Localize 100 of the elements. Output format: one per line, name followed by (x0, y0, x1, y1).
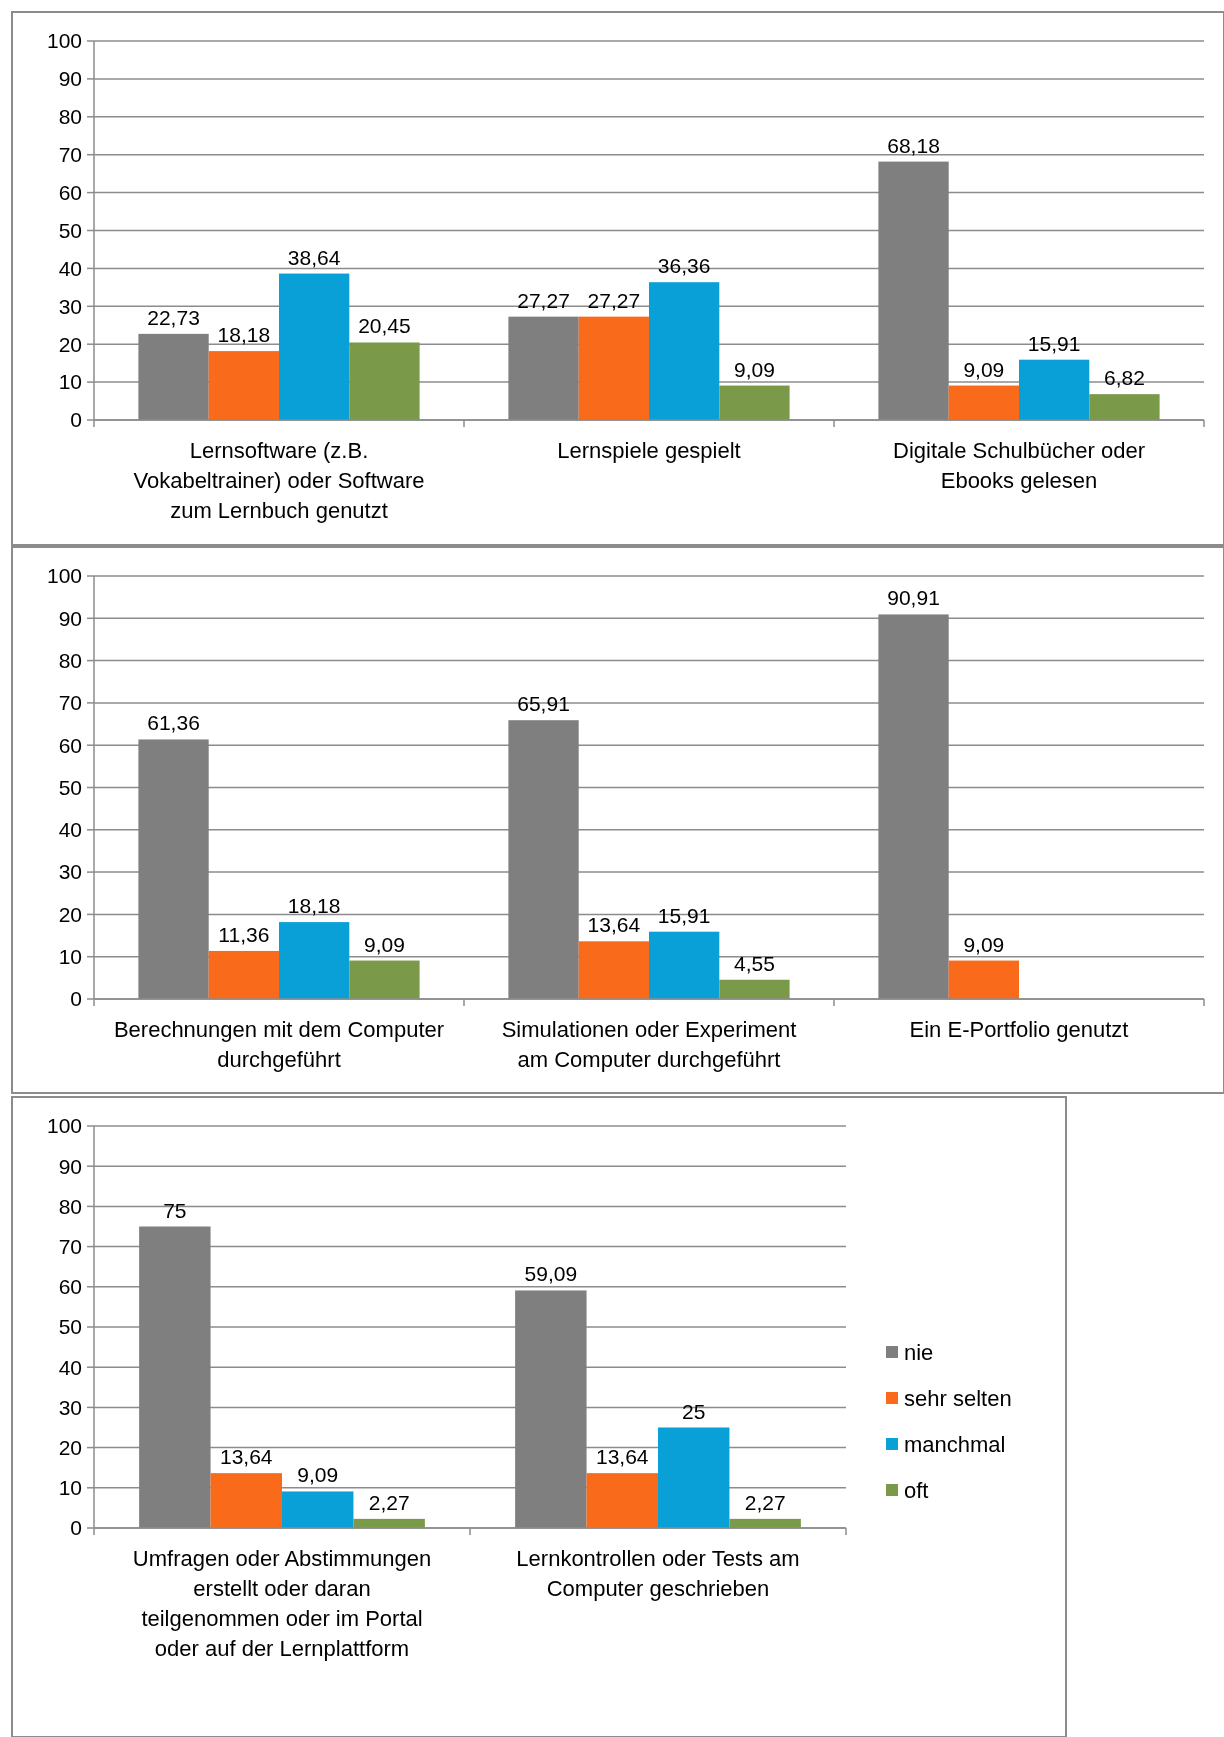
y-tick-label: 80 (58, 1194, 82, 1218)
y-tick-label: 0 (70, 408, 82, 432)
data-label: 22,73 (147, 305, 200, 329)
data-label: 9,09 (297, 1463, 339, 1487)
y-tick-label: 0 (70, 1516, 82, 1540)
bar (279, 922, 350, 999)
y-tick-label: 40 (58, 818, 82, 842)
y-tick-label: 100 (46, 29, 82, 53)
bar (878, 161, 949, 420)
y-tick-label: 100 (46, 564, 82, 588)
y-tick-label: 50 (58, 1315, 82, 1339)
data-label: 18,18 (217, 323, 271, 347)
bar (349, 342, 420, 420)
y-tick-label: 0 (70, 987, 82, 1011)
y-tick-label: 10 (58, 945, 82, 969)
x-tick-label: Ein E-Portfolio genutzt (909, 1017, 1129, 1042)
y-tick-label: 20 (58, 332, 82, 356)
x-tick-label: Lernspiele gespielt (557, 438, 741, 463)
legend-label: sehr selten (904, 1385, 1012, 1411)
y-tick-label: 80 (58, 105, 82, 129)
data-label: 9,09 (734, 357, 775, 381)
bar (578, 316, 649, 420)
y-tick-label: 90 (58, 67, 82, 91)
data-label: 65,91 (517, 692, 570, 716)
data-label: 75 (163, 1198, 187, 1222)
y-tick-label: 30 (58, 860, 82, 884)
bar (508, 720, 579, 999)
bar (1089, 394, 1160, 420)
bar (208, 351, 279, 420)
data-label: 9,09 (364, 932, 405, 956)
bar (279, 273, 350, 420)
data-label: 20,45 (358, 314, 411, 338)
data-label: 2,27 (744, 1490, 786, 1514)
bar (138, 739, 209, 999)
bar (719, 385, 790, 420)
y-tick-label: 60 (58, 1275, 82, 1299)
y-tick-label: 90 (58, 1154, 82, 1178)
data-label: 4,55 (734, 951, 775, 975)
data-label: 15,91 (1027, 331, 1081, 355)
x-tick-label: Lernsoftware (z.B. Vokabeltrainer) oder Software zum Lernbuch genutzt (133, 438, 425, 523)
y-tick-label: 50 (58, 775, 82, 799)
data-label: 25 (682, 1399, 706, 1423)
bar (948, 385, 1019, 420)
y-tick-label: 40 (58, 1355, 82, 1379)
bar (586, 1473, 658, 1528)
data-label: 6,82 (1104, 366, 1145, 390)
data-label: 13,64 (596, 1445, 649, 1469)
bar (878, 614, 949, 999)
y-tick-label: 30 (58, 294, 82, 318)
bar (658, 1427, 730, 1528)
y-tick-label: 70 (58, 691, 82, 715)
bar (948, 960, 1019, 999)
bar (138, 333, 209, 420)
y-tick-label: 10 (58, 370, 82, 394)
data-label: 18,18 (287, 894, 341, 918)
y-tick-label: 70 (58, 1234, 82, 1258)
data-label: 9,09 (963, 357, 1005, 381)
bar (210, 1473, 282, 1528)
x-tick-label: Lernkontrollen oder Tests am Computer geschrieben (516, 1546, 800, 1601)
bar (649, 282, 720, 420)
bar (649, 931, 720, 999)
legend-label: nie (904, 1339, 934, 1365)
y-tick-label: 10 (58, 1476, 82, 1500)
y-tick-label: 90 (58, 606, 82, 630)
bar (282, 1491, 354, 1528)
data-label: 9,09 (963, 932, 1005, 956)
bar (719, 979, 790, 999)
data-label: 68,18 (887, 133, 940, 157)
data-label: 61,36 (147, 711, 200, 735)
bar (1019, 359, 1090, 420)
data-label: 15,91 (657, 903, 711, 927)
y-tick-label: 70 (58, 143, 82, 167)
bar (508, 316, 579, 420)
x-tick-label: Berechnungen mit dem Computer durchgeführt (113, 1017, 445, 1072)
y-tick-label: 60 (58, 180, 82, 204)
bar (515, 1290, 587, 1528)
bar (208, 950, 279, 999)
data-label: 27,27 (517, 288, 570, 312)
data-label: 13,64 (587, 913, 641, 937)
y-tick-label: 100 (46, 1114, 82, 1138)
data-label: 59,09 (524, 1262, 578, 1286)
data-label: 13,64 (220, 1445, 273, 1469)
bar (139, 1226, 211, 1528)
y-tick-label: 60 (58, 733, 82, 757)
bar (578, 941, 649, 999)
x-tick-label: Digitale Schulbücher oder Ebooks gelesen (893, 438, 1145, 493)
y-tick-label: 20 (58, 902, 82, 926)
bar (349, 960, 420, 999)
y-tick-label: 30 (58, 1395, 82, 1419)
data-label: 38,64 (287, 245, 341, 269)
legend-label: oft (904, 1477, 929, 1503)
x-tick-label: Simulationen oder Experiment am Computer durchgeführt (501, 1017, 797, 1072)
y-tick-label: 50 (58, 218, 82, 242)
data-label: 90,91 (887, 586, 940, 610)
data-label: 11,36 (218, 922, 270, 946)
legend-label: manchmal (904, 1431, 1006, 1457)
data-label: 36,36 (657, 254, 711, 278)
data-label: 2,27 (368, 1490, 410, 1514)
y-tick-label: 80 (58, 648, 82, 672)
data-label: 27,27 (587, 288, 641, 312)
